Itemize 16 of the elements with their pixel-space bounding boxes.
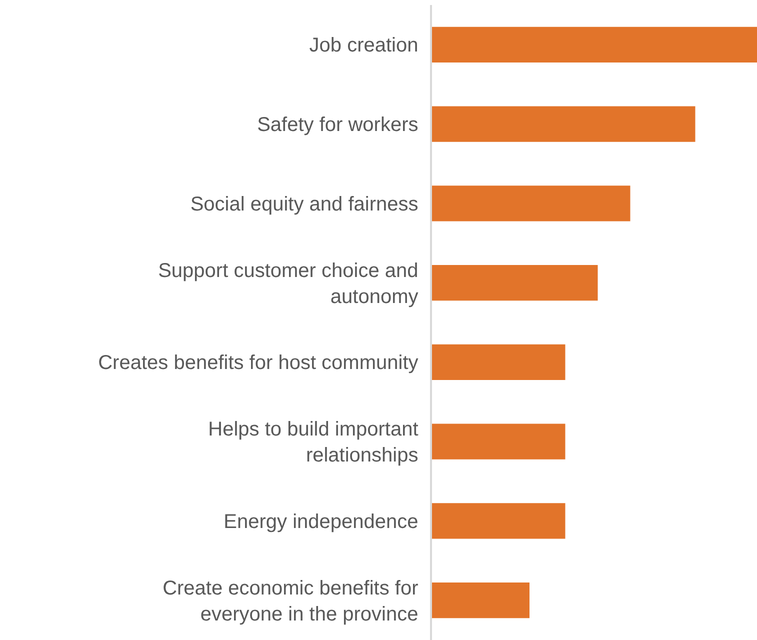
bar	[432, 186, 630, 222]
bar	[432, 344, 566, 380]
y-tick-label: Support customer choice and autonomy	[158, 260, 418, 308]
bar	[432, 106, 696, 142]
y-tick-label: Safety for workers	[257, 114, 418, 136]
y-tick-label: Energy independence	[224, 510, 418, 533]
bar	[432, 424, 566, 460]
y-tick-label: Creates benefits for host community	[98, 352, 418, 374]
y-tick-label: Helps to build important relationships	[208, 418, 419, 467]
y-tick-label: Create economic benefits for everyone in the province	[162, 577, 419, 626]
bar	[432, 264, 598, 301]
bar	[432, 582, 530, 618]
bar	[432, 26, 757, 63]
bar	[432, 503, 566, 539]
y-tick-label: Social equity and fairness	[190, 193, 418, 216]
y-tick-label: Job creation	[309, 34, 418, 57]
